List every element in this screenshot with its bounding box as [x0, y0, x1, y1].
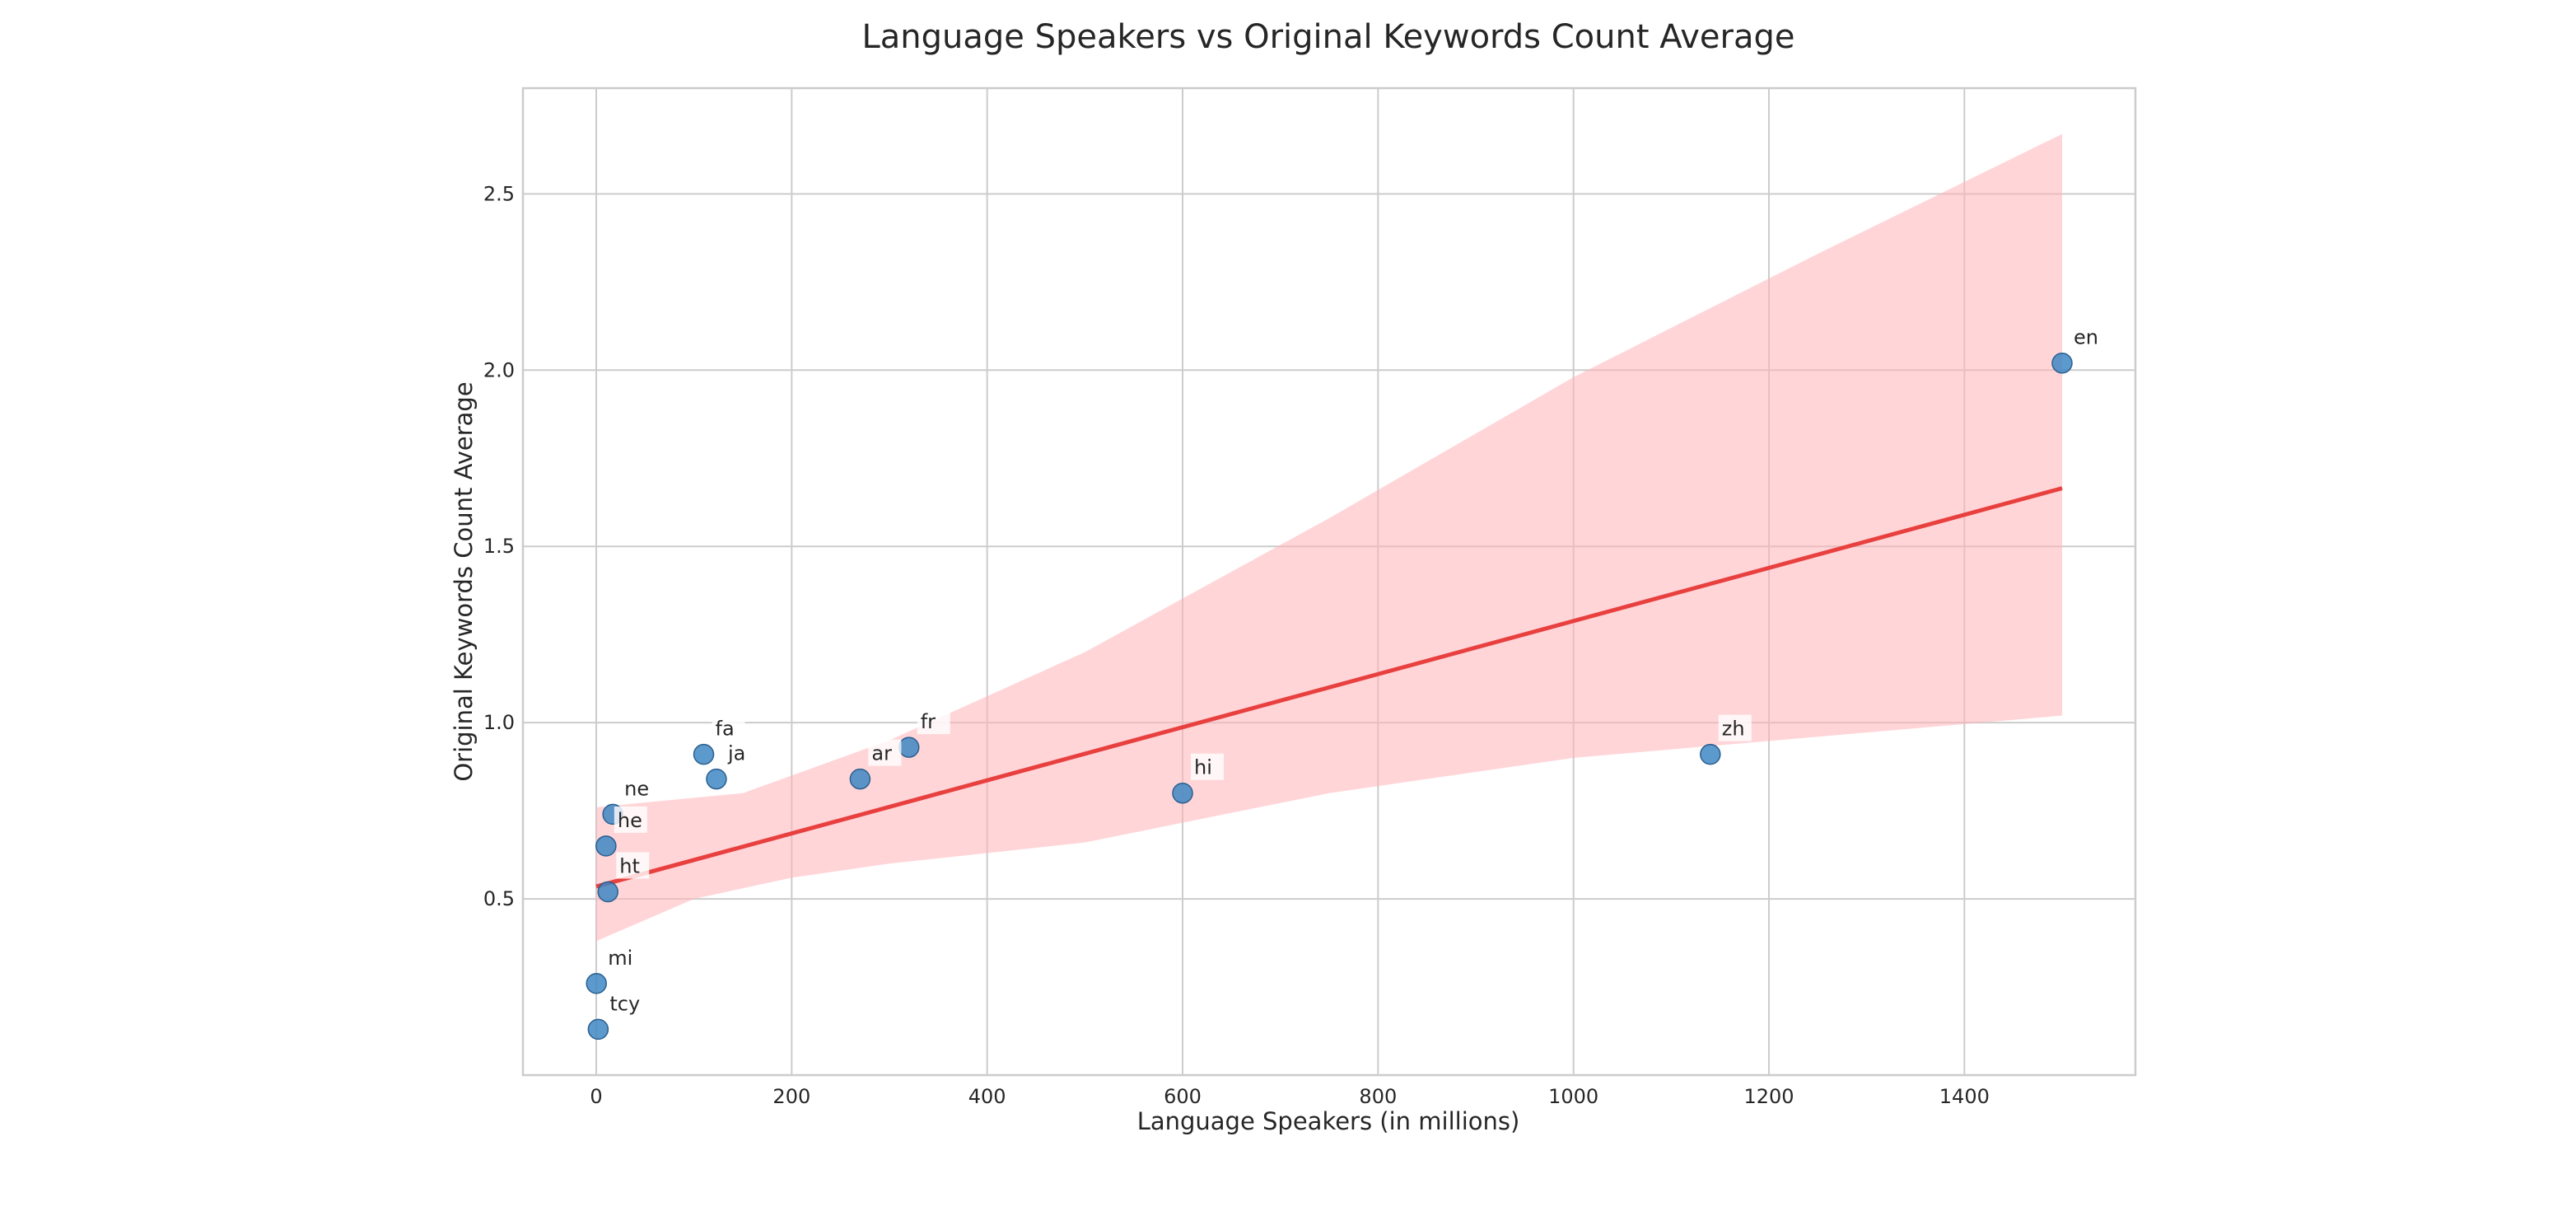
x-tick-label: 400 — [968, 1085, 1006, 1108]
data-point-ja — [706, 768, 727, 790]
point-label-bg — [606, 989, 652, 1017]
x-tick-label: 1000 — [1548, 1085, 1598, 1108]
point-label-bg — [2070, 323, 2103, 350]
point-label-ar: ar — [871, 742, 892, 765]
regression-line — [595, 486, 2063, 889]
point-label-fa: fa — [716, 718, 735, 741]
y-tick-label: 2.5 — [483, 182, 515, 205]
y-tick-label: 0.5 — [483, 887, 515, 910]
point-label-bg — [614, 806, 647, 833]
confidence-band — [596, 133, 2062, 942]
x-axis-label: Language Speakers (in millions) — [1137, 1107, 1520, 1135]
point-label-fr: fr — [921, 710, 936, 733]
y-axis-label: Original Keywords Count Average — [450, 381, 478, 781]
point-label-bg — [1191, 753, 1224, 780]
x-tick-label: 800 — [1359, 1085, 1397, 1108]
point-label-bg — [868, 739, 902, 766]
point-label-bg — [724, 739, 758, 766]
point-label-ne: ne — [624, 777, 649, 800]
data-point-he — [595, 835, 617, 857]
data-point-ar — [849, 768, 871, 790]
chart-title: Language Speakers vs Original Keywords C… — [862, 18, 1795, 56]
point-label-ja: ja — [727, 742, 745, 765]
x-tick-label: 1200 — [1743, 1085, 1794, 1108]
data-point-hi — [1172, 782, 1193, 804]
data-point-mi — [586, 973, 607, 994]
point-label-mi: mi — [608, 947, 632, 970]
x-tick-label: 200 — [772, 1085, 810, 1108]
point-label-bg — [712, 714, 745, 741]
y-tick-label: 1.5 — [483, 535, 515, 558]
tick-labels: 0 200 400 600 800 1000 1200 1400 0.5 1.0 1.5 2.0 2.5 — [483, 182, 1990, 1108]
point-label-tcy: tcy — [609, 992, 640, 1015]
x-tick-label: 1400 — [1939, 1085, 1990, 1108]
point-label-hi: hi — [1194, 756, 1212, 779]
confidence-band-layer — [596, 133, 2062, 942]
data-point-ht — [597, 881, 618, 903]
point-label-ht: ht — [619, 855, 640, 878]
data-point-en — [2051, 352, 2073, 374]
plot-frame — [521, 87, 2137, 1077]
y-tick-label: 1.0 — [483, 711, 515, 734]
data-point-fr — [898, 737, 920, 758]
x-tick-label: 0 — [590, 1085, 602, 1108]
point-label-bg — [1718, 714, 1752, 741]
data-point-tcy — [587, 1018, 609, 1041]
y-tick-label: 2.0 — [483, 358, 515, 381]
x-tick-label: 600 — [1164, 1085, 1202, 1108]
point-label-bg — [604, 943, 638, 970]
point-label-he: he — [618, 809, 642, 832]
point-label-en: en — [2074, 326, 2098, 349]
point-label-zh: zh — [1722, 718, 1745, 741]
data-point-zh — [1700, 743, 1721, 765]
data-point-fa — [693, 743, 715, 765]
point-label-bg — [621, 774, 655, 802]
point-label-bg — [917, 708, 950, 735]
point-label-bg — [616, 852, 650, 879]
regression-line-layer — [595, 486, 2063, 889]
